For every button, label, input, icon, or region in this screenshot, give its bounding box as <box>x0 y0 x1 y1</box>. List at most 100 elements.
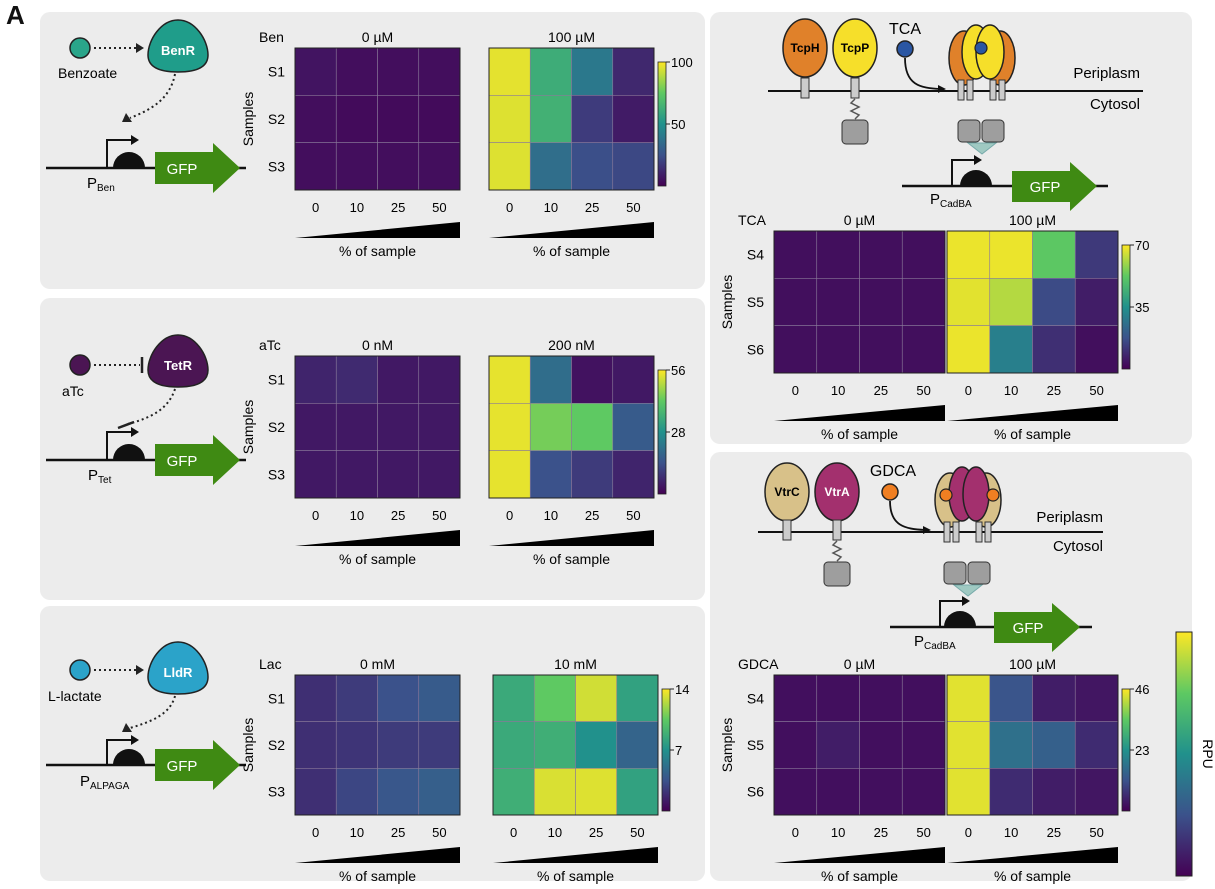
lac-heatmap-cell <box>377 674 420 722</box>
tet-heatmap-cell <box>571 403 614 451</box>
gdca-heatmap-cell <box>946 674 991 722</box>
lac-x-axis-label: % of sample <box>339 868 416 884</box>
lac-condition-label: 10 mM <box>554 656 597 672</box>
tca-dimer-tm1-icon <box>957 79 965 101</box>
gfp-gene-gdca-icon <box>994 603 1080 652</box>
rpu-colorbar: RPU <box>1175 631 1215 877</box>
gdca-column-tick-label: 0 <box>792 825 799 840</box>
ben-heatmap-cell <box>418 47 461 96</box>
lac-heatmap-cell <box>575 721 618 769</box>
lac-heatmap-cell <box>492 768 535 816</box>
rbs-tca-icon <box>960 170 992 186</box>
tet-heatmap-cell <box>418 403 461 451</box>
tcpp-cyto-domain-icon <box>841 119 869 145</box>
lac-column-tick-label: 0 <box>510 825 517 840</box>
tca-heatmap-cell <box>946 325 991 374</box>
gdca-heatmap-cell <box>816 674 860 722</box>
lac-heatmap-cell <box>575 768 618 816</box>
lac-x-axis-label: % of sample <box>537 868 614 884</box>
tca-row-label: S5 <box>747 294 764 310</box>
ben-column-tick-label: 10 <box>350 200 364 215</box>
vtra-dimer-right-icon <box>962 466 990 522</box>
ben-heatmap-cell <box>529 95 572 143</box>
tetr-repression-line <box>127 388 176 425</box>
ben-heatmap-cell <box>335 47 378 96</box>
tca-dimer-tm3-icon <box>989 79 997 101</box>
gdca-heatmap-cell <box>989 768 1033 816</box>
tca-colorbar <box>1121 244 1131 370</box>
tet-column-tick-label: 0 <box>506 508 513 523</box>
gdca-column-tick-label: 50 <box>916 825 930 840</box>
tet-column-tick-label: 0 <box>312 508 319 523</box>
tca-heatmap-cell <box>859 278 903 326</box>
gdca-heatmap-cell <box>1074 768 1119 816</box>
gdca-heatmap-frame <box>946 674 1119 816</box>
gdca-colorbar-tick-label: 23 <box>1135 743 1149 758</box>
tca-heatmap-frame <box>773 230 946 374</box>
periplasm-label-gdca: Periplasm <box>1036 509 1103 526</box>
ben-heatmap-frame <box>488 47 655 191</box>
tet-row-label: S1 <box>268 372 285 388</box>
ben-column-tick-label: 25 <box>585 200 599 215</box>
gdca-heatmap-cell <box>901 768 946 816</box>
tca-heatmap-cell <box>1032 325 1076 374</box>
tetr-repression-bar-icon <box>117 420 135 430</box>
lac-heatmap-cell <box>377 721 420 769</box>
gdca-heatmap-cell <box>859 768 903 816</box>
lac-concentration-wedge <box>493 847 658 863</box>
lac-colorbar-tick-label: 7 <box>675 743 682 758</box>
tet-concentration-wedge <box>489 530 654 546</box>
tca-dimer-tm4-icon <box>998 79 1006 101</box>
gdca-column-tick-label: 50 <box>1089 825 1103 840</box>
tca-heatmap-cell <box>1074 325 1119 374</box>
lac-column-tick-label: 50 <box>630 825 644 840</box>
tca-column-tick-label: 50 <box>916 383 930 398</box>
ben-concentration-wedge <box>295 222 460 238</box>
ben-heatmap-cell <box>529 47 572 96</box>
rpu-colorbar-title: RPU <box>1200 739 1215 769</box>
benr-label: BenR <box>161 43 196 58</box>
gdca-column-tick-label: 0 <box>965 825 972 840</box>
tca-concentration-wedge <box>774 405 945 421</box>
gdca-condition-label: 100 µM <box>1009 656 1056 672</box>
lac-heatmap-cell <box>294 721 337 769</box>
promoter-arrow-ben-icon <box>106 139 133 168</box>
tet-heatmap-cell <box>488 450 531 499</box>
lac-column-tick-label: 10 <box>350 825 364 840</box>
tet-row-label: S2 <box>268 419 285 435</box>
tca-heatmap-cell <box>1074 230 1119 279</box>
ben-condition-label: 100 µM <box>548 29 595 45</box>
tet-colorbar-tick-label: 56 <box>671 363 685 378</box>
tet-colorbar-tick-label: 28 <box>671 425 685 440</box>
gdca-heatmap-cell <box>946 768 991 816</box>
tca-binding-arrow <box>904 57 941 90</box>
ben-heatmap-cell <box>377 47 420 96</box>
ben-heatmap-cell <box>612 142 655 191</box>
tca-heatmap-cell <box>901 278 946 326</box>
gdca-column-tick-label: 10 <box>831 825 845 840</box>
ben-column-tick-label: 10 <box>544 200 558 215</box>
tet-heatmap-cell <box>529 403 572 451</box>
gdca-heatmap-cell <box>773 768 818 816</box>
tca-heatmap-cell <box>901 230 946 279</box>
tca-ligand-label: TCA <box>889 21 921 38</box>
gdca-colorbar-tick-label: 46 <box>1135 682 1149 697</box>
tca-heatmap-cell <box>773 278 818 326</box>
gdca-heatmap-cell <box>1032 721 1076 769</box>
lldr-arrowhead-icon <box>122 723 132 732</box>
ben-heatmap-cell <box>377 142 420 191</box>
tet-heatmap-cell <box>335 450 378 499</box>
tet-heatmap-cell <box>294 450 337 499</box>
ben-colorbar-tick-label: 100 <box>671 55 693 70</box>
vtrc-tm-icon <box>782 519 792 541</box>
tca-x-axis-label: % of sample <box>994 426 1071 442</box>
gdca-inducer-label: GDCA <box>738 656 779 672</box>
gdca-heatmap-cell <box>1032 674 1076 722</box>
atc-molecule-icon <box>69 354 91 376</box>
gdca-row-label: S4 <box>747 690 764 706</box>
gdca-heatmap-frame <box>773 674 946 816</box>
gfp-gene-lac-icon <box>155 740 240 790</box>
tcpp-label: TcpP <box>841 41 869 55</box>
gdca-concentration-wedge <box>774 847 945 863</box>
tet-heatmap-cell <box>529 355 572 404</box>
